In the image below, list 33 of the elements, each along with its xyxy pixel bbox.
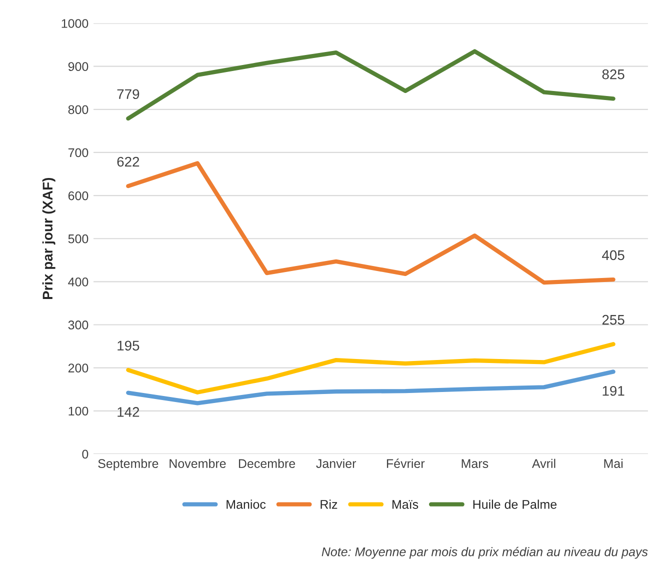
x-tick-label: Avril <box>532 458 556 468</box>
y-tick-label: 300 <box>68 320 88 330</box>
data-label: 622 <box>117 156 140 167</box>
legend-label: Maïs <box>392 500 418 509</box>
y-tick-label: 700 <box>68 148 88 158</box>
data-label: 255 <box>602 314 624 325</box>
y-tick-label: 100 <box>68 406 88 416</box>
data-label: 825 <box>602 69 624 80</box>
data-label: 142 <box>118 407 140 417</box>
text: Note: Moyenne par mois du prix médian au niveau du pays <box>322 546 648 559</box>
y-tick-label: 400 <box>68 277 88 286</box>
y-tick-label: 0 <box>82 450 88 459</box>
y-tick-label: 600 <box>68 191 88 200</box>
data-label: 191 <box>602 386 624 396</box>
data-label: 779 <box>117 89 140 100</box>
y-tick-label: 800 <box>68 105 88 114</box>
x-tick-label: Mai <box>604 458 623 468</box>
legend-label: Manioc <box>226 500 266 509</box>
data-label: 195 <box>118 340 140 351</box>
y-tick-label: 200 <box>68 364 88 372</box>
x-tick-label: Mars <box>462 459 488 468</box>
x-tick-label: Decembre <box>238 458 296 468</box>
y-tick-label: 500 <box>68 234 88 244</box>
legend-label: Huile de Palme <box>473 500 557 509</box>
y-axis-title: Prix par jour (XAF) <box>42 178 56 300</box>
data-label: 405 <box>602 250 624 260</box>
y-tick-label: 1000 <box>62 19 88 28</box>
x-tick-label: Janvier <box>316 458 356 468</box>
x-tick-label: Septembre <box>98 458 158 470</box>
legend-label: Riz <box>320 500 338 509</box>
x-tick-label: Février <box>386 458 425 468</box>
y-tick-label: 900 <box>68 62 88 71</box>
x-tick-label: Novembre <box>170 458 226 468</box>
